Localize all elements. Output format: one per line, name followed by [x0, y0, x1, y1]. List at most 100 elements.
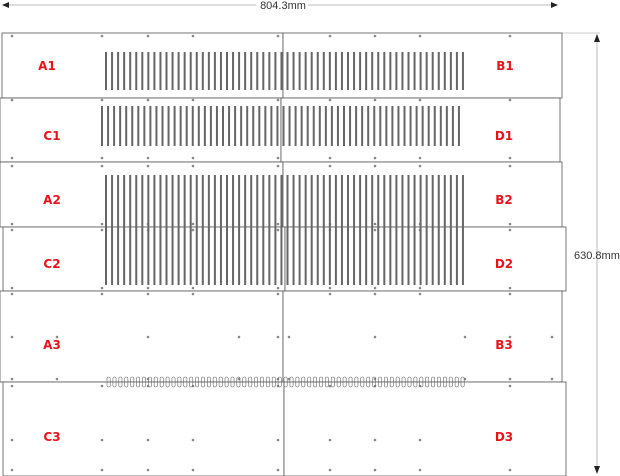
mounting-hole: [146, 34, 150, 38]
mounting-hole: [373, 286, 377, 290]
mounting-hole: [373, 222, 377, 226]
mounting-hole: [418, 286, 422, 290]
vent-slot-row2: [349, 106, 352, 146]
vent-slot-row1: [371, 52, 374, 90]
vent-slot-row1: [250, 52, 253, 90]
mounting-hole: [373, 468, 377, 472]
oval-hole: [348, 376, 353, 388]
panel-c1: [0, 97, 282, 163]
vent-slot-row3: [147, 175, 150, 285]
vent-slot-row1: [256, 52, 259, 90]
vent-slot-row3: [195, 175, 198, 285]
vent-slot-row1: [201, 52, 204, 90]
vent-slot-row3: [383, 175, 386, 285]
mounting-hole: [508, 34, 512, 38]
vent-slot-row3: [232, 175, 235, 285]
oval-hole: [354, 376, 359, 388]
vent-slot-row1: [117, 52, 120, 90]
vent-slot-row3: [207, 175, 210, 285]
oval-hole: [372, 376, 377, 388]
mounting-hole: [237, 377, 241, 381]
vent-slot-row2: [185, 106, 188, 146]
height-label: 630.8mm: [574, 250, 620, 262]
mounting-hole: [276, 228, 280, 232]
oval-hole: [165, 376, 170, 388]
vent-slot-row3: [219, 175, 222, 285]
vent-slot-row1: [353, 52, 356, 90]
vent-slot-row3: [425, 175, 428, 285]
vent-slot-row1: [437, 52, 440, 90]
oval-hole: [330, 376, 335, 388]
oval-hole: [277, 376, 282, 388]
mounting-hole: [276, 286, 280, 290]
mounting-hole: [328, 286, 332, 290]
mounting-hole: [10, 34, 14, 38]
vent-slot-row2: [107, 106, 110, 146]
vent-slot-row1: [365, 52, 368, 90]
vent-slot-row1: [189, 52, 192, 90]
oval-hole: [248, 376, 253, 388]
vent-slot-row1: [413, 52, 416, 90]
mounting-hole: [191, 222, 195, 226]
vent-slot-row2: [173, 106, 176, 146]
vent-slot-row3: [340, 175, 343, 285]
oval-hole: [265, 376, 270, 388]
vent-slot-row1: [226, 52, 228, 90]
mounting-hole: [10, 468, 14, 472]
oval-hole: [106, 376, 111, 388]
mounting-hole: [328, 292, 332, 296]
mounting-hole: [418, 164, 422, 168]
mounting-hole: [191, 156, 195, 160]
oval-hole: [324, 376, 329, 388]
mounting-hole: [328, 384, 332, 388]
mounting-hole: [100, 286, 104, 290]
vent-slot-row2: [161, 106, 164, 146]
oval-hole: [413, 376, 418, 388]
vent-slot-row3: [105, 175, 107, 285]
vent-slot-row1: [153, 52, 156, 90]
vent-slot-row2: [343, 106, 345, 146]
vent-slot-row3: [177, 175, 180, 285]
vent-slot-row1: [207, 52, 210, 90]
oval-hole: [218, 376, 223, 388]
mounting-hole: [276, 156, 280, 160]
mounting-hole: [373, 34, 377, 38]
mounting-hole: [100, 34, 104, 38]
mounting-hole: [276, 292, 280, 296]
vent-slot-row3: [455, 175, 458, 285]
mounting-hole: [146, 292, 150, 296]
vent-slot-row3: [395, 175, 398, 285]
vent-slot-row1: [322, 52, 325, 90]
vent-slot-row2: [264, 106, 267, 146]
vent-slot-row1: [340, 52, 343, 90]
panel-c2: [2, 226, 286, 292]
vent-slot-row2: [270, 106, 273, 146]
vent-slot-row2: [421, 106, 424, 146]
vent-slot-row2: [191, 106, 194, 146]
oval-hole: [254, 376, 259, 388]
mounting-hole: [146, 438, 150, 442]
vent-slot-row2: [403, 106, 406, 146]
vent-slot-row1: [238, 52, 241, 90]
mounting-hole: [100, 438, 104, 442]
vent-slot-row3: [111, 175, 114, 285]
mounting-hole: [10, 164, 14, 168]
mounting-hole: [276, 468, 280, 472]
vent-slot-row1: [129, 52, 132, 90]
vent-slot-row2: [367, 106, 370, 146]
vent-slot-row3: [262, 175, 265, 285]
vent-slot-row2: [179, 106, 182, 146]
panel-label-c3: C3: [43, 430, 60, 444]
panel-label-a3: A3: [43, 338, 61, 352]
mounting-hole: [276, 222, 280, 226]
vent-slot-row3: [431, 175, 434, 285]
mounting-hole: [508, 156, 512, 160]
vent-slot-row3: [347, 175, 349, 285]
vent-slot-row2: [439, 106, 442, 146]
oval-hole: [236, 376, 241, 388]
vent-slot-row2: [246, 106, 249, 146]
vent-slot-row2: [300, 106, 303, 146]
mounting-hole: [100, 468, 104, 472]
mounting-hole: [100, 292, 104, 296]
vent-slot-row3: [159, 175, 162, 285]
